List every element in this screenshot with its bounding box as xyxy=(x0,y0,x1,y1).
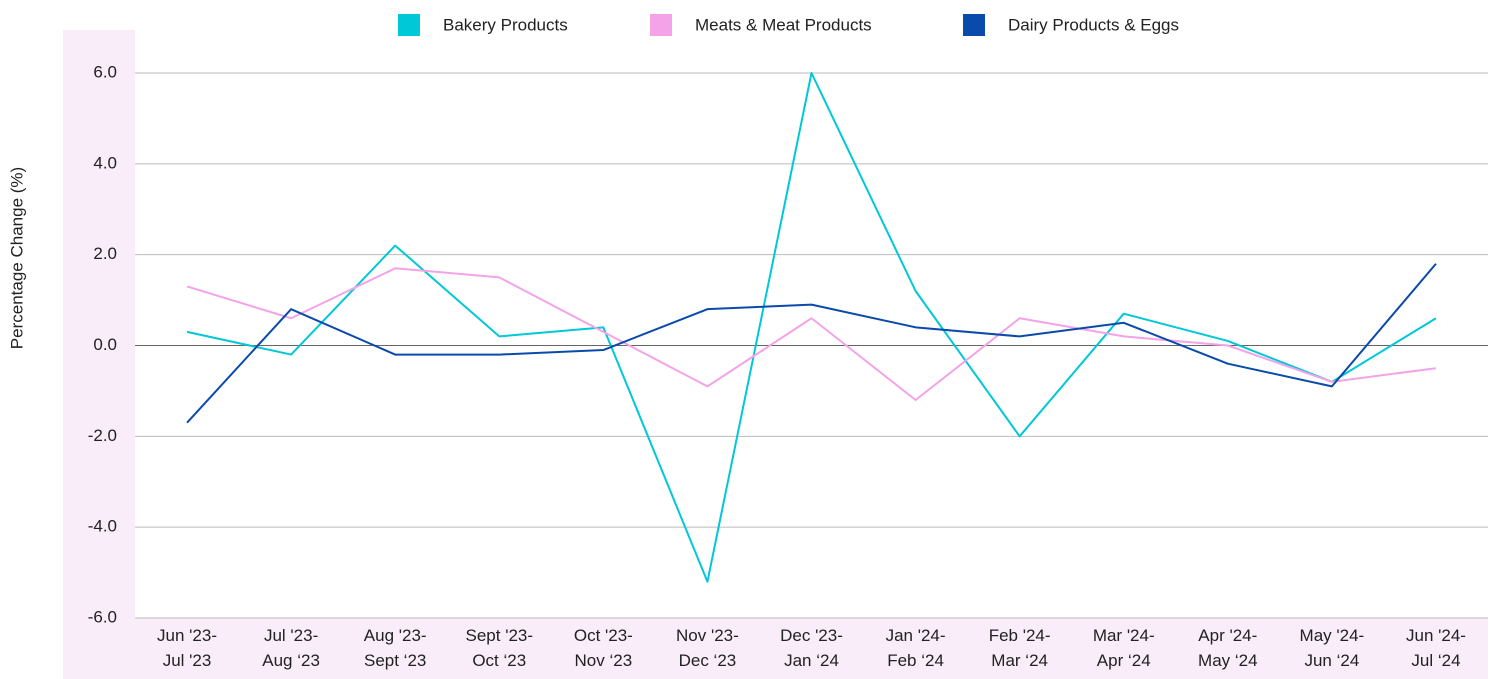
x-tick-label: Oct '23- Nov ‘23 xyxy=(574,626,633,670)
x-tick-label: Jan '24- Feb ‘24 xyxy=(886,626,946,670)
y-axis-band xyxy=(63,30,135,679)
legend-label: Dairy Products & Eggs xyxy=(1008,15,1179,34)
x-tick-label: Feb '24- Mar ‘24 xyxy=(989,626,1051,670)
legend-swatch xyxy=(650,14,672,36)
x-tick-line: Feb '24- xyxy=(989,626,1051,645)
x-tick-line: Dec ‘23 xyxy=(679,651,737,670)
x-tick-label: Aug '23- Sept ‘23 xyxy=(364,626,427,670)
line xyxy=(186,263,1437,424)
y-tick-label: -6.0 xyxy=(88,607,117,626)
x-tick-line: Dec '23- xyxy=(780,626,843,645)
x-tick-line: Jan '24- xyxy=(886,626,946,645)
x-tick-line: May ‘24 xyxy=(1198,651,1258,670)
x-tick-label: Jun '24- Jul ‘24 xyxy=(1406,626,1466,670)
x-tick-label: Mar '24- Apr ‘24 xyxy=(1093,626,1155,670)
x-tick-line: May '24- xyxy=(1300,626,1365,645)
x-tick-label: Apr '24- May ‘24 xyxy=(1198,626,1258,670)
x-tick-line: Jun '23- xyxy=(157,626,217,645)
x-tick-line: Aug '23- xyxy=(364,626,427,645)
x-tick-line: Oct '23- xyxy=(574,626,633,645)
y-tick-label: 0.0 xyxy=(93,335,117,354)
y-tick-label: -2.0 xyxy=(88,426,117,445)
x-tick-line: Jun '24- xyxy=(1406,626,1466,645)
x-tick-line: Apr '24- xyxy=(1198,626,1257,645)
legend-swatch xyxy=(398,14,420,36)
x-tick-label: Jun '23- Jul '23 xyxy=(157,626,217,670)
x-tick-line: Sept ‘23 xyxy=(364,651,426,670)
line xyxy=(186,72,1437,583)
x-axis-band xyxy=(63,618,1488,679)
x-tick-line: Oct ‘23 xyxy=(472,651,526,670)
x-tick-line: Nov '23- xyxy=(676,626,739,645)
x-tick-label: Sept '23- Oct ‘23 xyxy=(466,626,534,670)
y-axis-label: Percentage Change (%) xyxy=(7,167,26,349)
legend-label: Meats & Meat Products xyxy=(695,15,872,34)
x-tick-line: Mar '24- xyxy=(1093,626,1155,645)
x-tick-label: Dec '23- Jan ‘24 xyxy=(780,626,843,670)
y-tick-label: 6.0 xyxy=(93,62,117,81)
x-tick-line: Jan ‘24 xyxy=(784,651,839,670)
x-tick-line: Jul ‘24 xyxy=(1411,651,1460,670)
x-tick-label: Jul '23- Aug ‘23 xyxy=(262,626,320,670)
x-tick-line: Jul '23- xyxy=(264,626,318,645)
y-tick-label: -4.0 xyxy=(88,517,117,536)
x-tick-label: Nov '23- Dec ‘23 xyxy=(676,626,739,670)
legend-swatch xyxy=(963,14,985,36)
x-tick-line: Jul '23 xyxy=(163,651,212,670)
x-tick-label: May '24- Jun ‘24 xyxy=(1300,626,1365,670)
x-tick-line: Sept '23- xyxy=(466,626,534,645)
x-tick-line: Feb ‘24 xyxy=(887,651,944,670)
x-tick-line: Apr ‘24 xyxy=(1097,651,1151,670)
x-tick-line: Jun ‘24 xyxy=(1304,651,1359,670)
legend-label: Bakery Products xyxy=(443,15,568,34)
x-tick-line: Mar ‘24 xyxy=(991,651,1048,670)
y-tick-label: 2.0 xyxy=(93,244,117,263)
x-tick-line: Aug ‘23 xyxy=(262,651,320,670)
y-tick-label: 4.0 xyxy=(93,153,117,172)
line xyxy=(186,267,1437,401)
x-tick-line: Nov ‘23 xyxy=(575,651,633,670)
